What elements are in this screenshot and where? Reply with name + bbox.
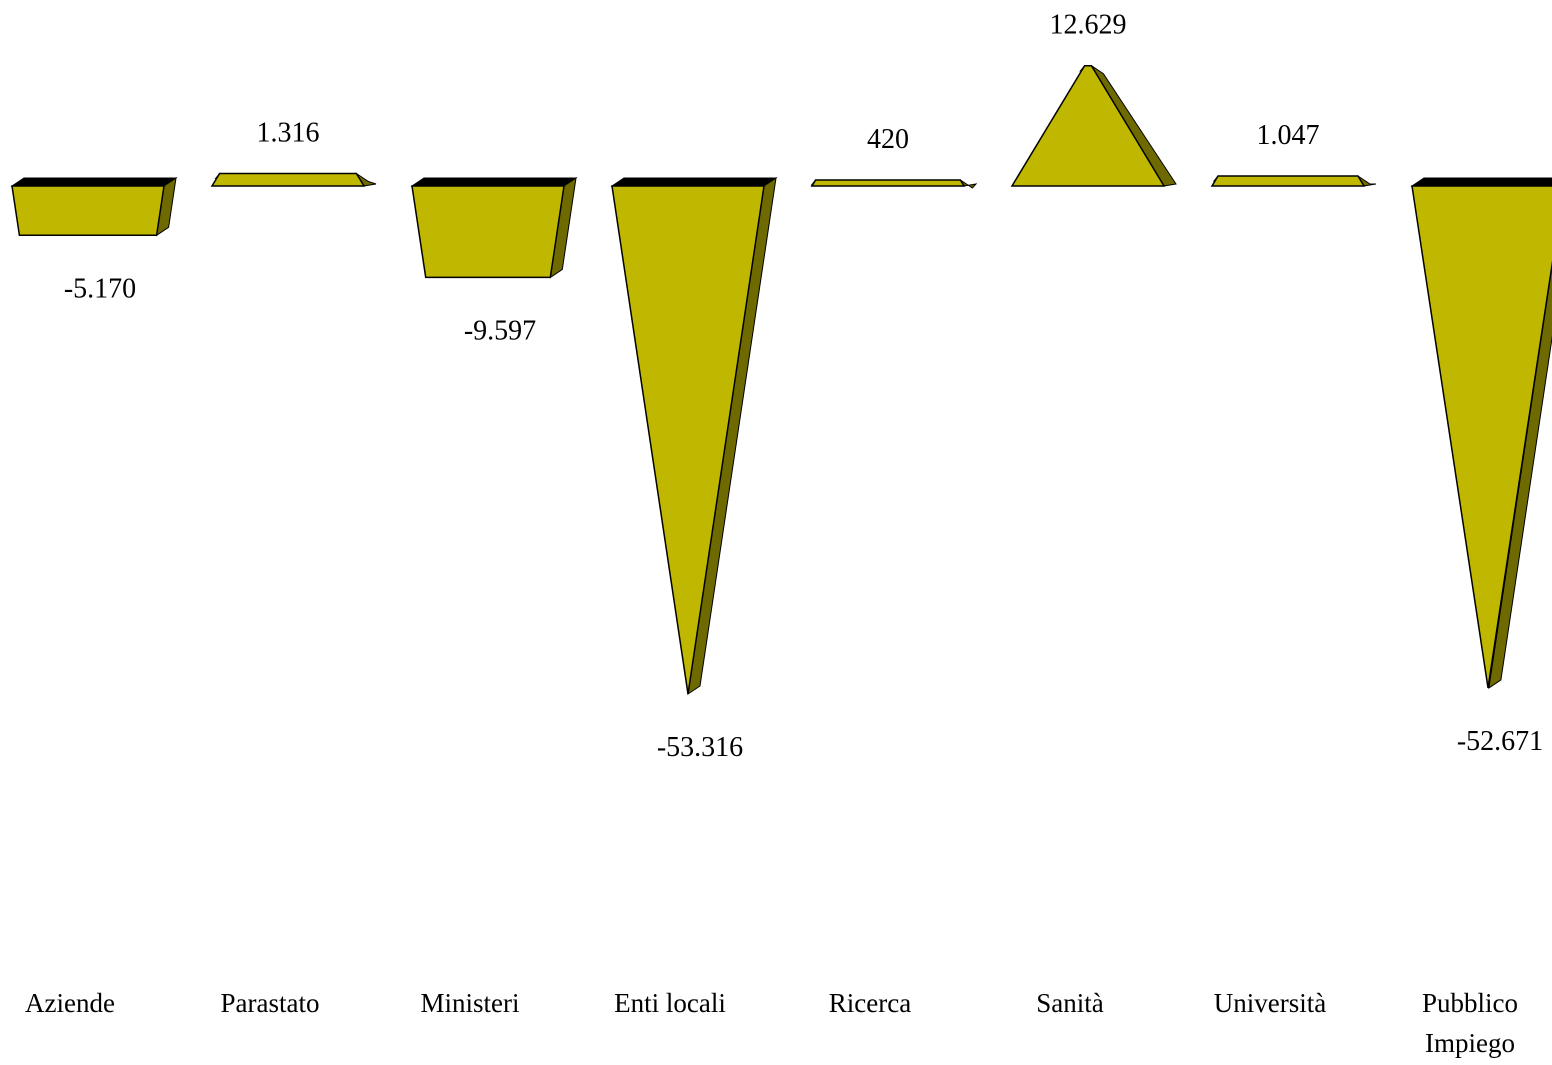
category-label-line: Enti locali — [614, 988, 726, 1018]
bar-2-face — [411, 185, 565, 279]
data-label-7: -52.671 — [1457, 726, 1543, 757]
category-label-1: Parastato — [221, 988, 320, 1018]
bar-3-face — [611, 185, 765, 695]
bar-6 — [1210, 175, 1377, 187]
bar-5-face — [1010, 64, 1166, 187]
bar-5 — [1010, 64, 1177, 187]
category-label-line: Ministeri — [421, 988, 520, 1018]
bar-1 — [210, 172, 377, 187]
category-labels: Aziende Parastato Ministeri Enti locali Rice… — [25, 988, 1518, 1058]
data-label-2: -9.597 — [464, 315, 536, 346]
category-label-line: Sanità — [1036, 988, 1104, 1018]
bar-4-face — [810, 179, 966, 187]
bar-0-top — [10, 177, 178, 187]
bar-2-top — [410, 177, 578, 187]
data-label-5: 12.629 — [1050, 10, 1127, 41]
category-label-line: Università — [1214, 988, 1326, 1018]
category-label-line: Impiego — [1425, 1028, 1515, 1058]
category-label-line: Pubblico — [1422, 988, 1518, 1018]
category-label-line: Ricerca — [829, 988, 911, 1018]
data-labels: -5.170 1.316 -9.597 -53.316 420 12.629 1.047 -5… — [64, 10, 1543, 763]
bar-2 — [410, 176, 578, 279]
bar-0 — [10, 176, 178, 237]
category-label-0: Aziende — [25, 988, 115, 1018]
bar-3 — [610, 176, 778, 696]
category-label-line: Aziende — [25, 988, 115, 1018]
data-label-0: -5.170 — [64, 273, 136, 304]
data-label-1: 1.316 — [257, 117, 320, 148]
bar-7 — [1410, 177, 1552, 689]
bar-7-top — [1410, 177, 1552, 187]
category-label-4: Ricerca — [829, 988, 911, 1018]
category-label-5: Sanità — [1036, 988, 1104, 1018]
data-label-6: 1.047 — [1257, 120, 1320, 151]
category-label-line: Parastato — [221, 988, 320, 1018]
category-label-6: Università — [1214, 988, 1326, 1018]
bar-1-face — [210, 172, 366, 187]
category-label-3: Enti locali — [614, 988, 726, 1018]
bar-7-face — [1411, 185, 1552, 689]
bar-0-face — [11, 185, 165, 237]
data-label-4: 420 — [867, 124, 909, 155]
category-label-7: Pubblico Impiego — [1422, 988, 1518, 1058]
bar-6-face — [1210, 175, 1366, 187]
data-label-3: -53.316 — [657, 732, 743, 763]
bar-3-top — [610, 177, 778, 187]
chart-marks — [10, 64, 1552, 696]
bar-4 — [810, 179, 978, 189]
category-label-2: Ministeri — [421, 988, 520, 1018]
